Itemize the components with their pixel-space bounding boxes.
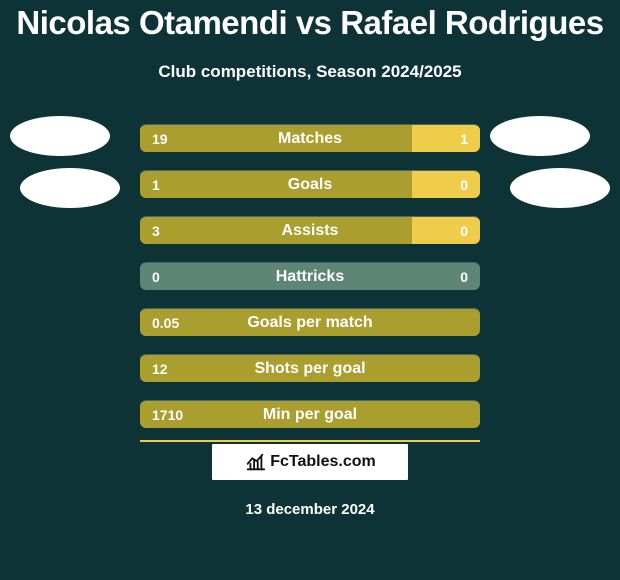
player-left-name: Nicolas Otamendi — [16, 4, 287, 41]
avatar — [10, 116, 110, 156]
stat-bar: Min per goal1710 — [140, 400, 480, 428]
avatar — [490, 116, 590, 156]
page-title: Nicolas Otamendi vs Rafael Rodrigues — [0, 4, 620, 42]
stat-bar-left-value: 0.05 — [152, 309, 179, 336]
stat-bar-label: Goals — [140, 171, 480, 198]
stat-bar-left-value: 3 — [152, 217, 160, 244]
stat-bar-label: Hattricks — [140, 263, 480, 290]
stat-bar: Assists3 0 — [140, 216, 480, 244]
stat-bar-left-value: 0 — [152, 263, 160, 290]
subtitle: Club competitions, Season 2024/2025 — [0, 62, 620, 82]
stat-bar-left-value: 1710 — [152, 401, 183, 428]
stat-bar-right-value: 0 — [460, 171, 468, 198]
stat-bar-label: Matches — [140, 125, 480, 152]
stat-bars: Matches191Goals10Assists30Hattricks00Goa… — [140, 124, 480, 446]
avatar — [510, 168, 610, 208]
stat-bar-left-value: 1 — [152, 171, 160, 198]
stat-bar-label: Shots per goal — [140, 355, 480, 382]
stat-bar: Goals1 0 — [140, 170, 480, 198]
stat-bar-left-value: 12 — [152, 355, 168, 382]
stat-bar: Shots per goal12 — [140, 354, 480, 382]
stat-bar-label: Min per goal — [140, 401, 480, 428]
brand-box: FcTables.com — [210, 442, 410, 482]
stat-bar-left-value: 19 — [152, 125, 168, 152]
stat-bar: Goals per match0.05 — [140, 308, 480, 336]
vs-label: vs — [296, 4, 340, 41]
brand-text: FcTables.com — [270, 453, 376, 471]
stat-bar: Hattricks0 0 — [140, 262, 480, 290]
player-right-name: Rafael Rodrigues — [340, 4, 603, 41]
stat-bar: Matches19 1 — [140, 124, 480, 152]
stat-bar-label: Goals per match — [140, 309, 480, 336]
stat-bar-right-value: 1 — [460, 125, 468, 152]
date-label: 13 december 2024 — [0, 501, 620, 518]
avatar — [20, 168, 120, 208]
stat-bar-right-value: 0 — [460, 263, 468, 290]
stat-bar-label: Assists — [140, 217, 480, 244]
stat-bar-right-value: 0 — [460, 217, 468, 244]
chart-icon — [244, 451, 266, 473]
